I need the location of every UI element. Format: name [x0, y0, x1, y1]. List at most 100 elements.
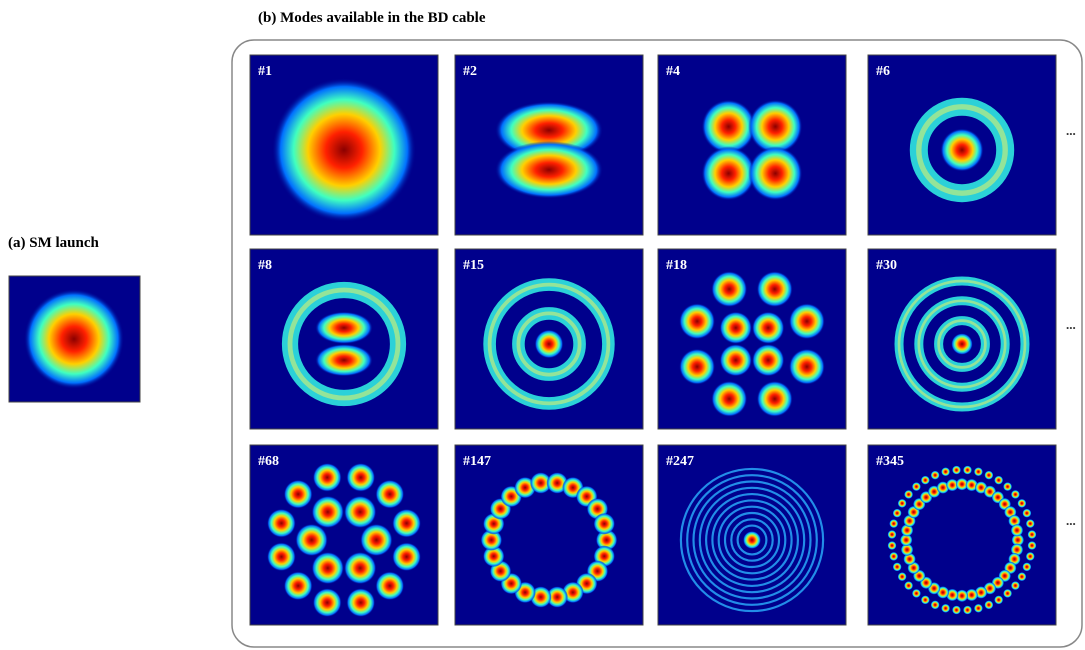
lobe	[748, 146, 802, 200]
lobe	[392, 509, 421, 538]
lobe	[1017, 572, 1026, 581]
mode-label: #147	[463, 454, 491, 469]
lobe	[789, 349, 825, 385]
lobe	[941, 604, 950, 613]
lobe	[748, 100, 802, 154]
lobe	[889, 519, 898, 528]
lobe	[360, 524, 392, 556]
lobe	[312, 496, 344, 528]
lobe	[912, 589, 921, 598]
lobe	[1022, 562, 1031, 571]
lobe	[757, 381, 793, 417]
lobe	[974, 467, 983, 476]
lobe	[711, 271, 747, 307]
lobe	[344, 552, 376, 584]
lobe	[679, 349, 715, 385]
lobe	[312, 552, 344, 584]
sm-launch-spot	[24, 289, 124, 389]
lobe	[392, 542, 421, 571]
lobe	[1011, 581, 1020, 590]
lobe	[1026, 519, 1035, 528]
lobe	[931, 471, 940, 480]
mode-label: #247	[666, 454, 694, 469]
lobe	[1027, 530, 1036, 539]
mode-label: #30	[876, 258, 897, 273]
lobe	[679, 303, 715, 339]
lobe	[1022, 509, 1031, 518]
lobe	[313, 588, 342, 617]
lobe	[888, 530, 897, 539]
lobe	[1027, 541, 1036, 550]
more-modes: ...	[1066, 513, 1076, 528]
mode-label: #68	[258, 454, 279, 469]
lobe	[940, 128, 983, 171]
lobe	[1017, 499, 1026, 508]
lobe	[720, 312, 752, 344]
more-modes: ...	[1066, 123, 1076, 138]
mode-label: #4	[666, 64, 680, 79]
lobe	[284, 571, 313, 600]
lobe	[720, 344, 752, 376]
lobe	[752, 344, 784, 376]
lobe	[963, 466, 972, 475]
lobe	[272, 78, 416, 222]
mode-image	[658, 249, 846, 429]
lobe	[893, 509, 902, 518]
lobe	[535, 330, 564, 359]
lobe	[1026, 552, 1035, 561]
lobe	[267, 509, 296, 538]
lobe	[267, 542, 296, 571]
lobe	[495, 141, 603, 199]
mode-label: #345	[876, 454, 904, 469]
lobe	[1011, 490, 1020, 499]
panel-b-title: (b) Modes available in the BD cable	[258, 10, 486, 26]
mode-label: #6	[876, 64, 890, 79]
lobe	[789, 303, 825, 339]
lobe	[952, 466, 961, 475]
mode-label: #1	[258, 64, 272, 79]
lobe	[284, 480, 313, 509]
lobe	[315, 312, 373, 344]
lobe	[346, 588, 375, 617]
panel-a-label: (a) SM launch	[8, 235, 100, 251]
lobe	[963, 605, 972, 614]
lobe	[743, 531, 761, 549]
mode-image	[658, 55, 846, 235]
lobe	[702, 100, 756, 154]
lobe	[952, 605, 961, 614]
lobe	[593, 513, 615, 535]
lobe	[904, 490, 913, 499]
lobe	[702, 146, 756, 200]
mode-label: #8	[258, 258, 272, 273]
mode-label: #2	[463, 64, 477, 79]
lobe	[898, 499, 907, 508]
mode-label: #18	[666, 258, 687, 273]
lobe	[931, 600, 940, 609]
lobe	[921, 595, 930, 604]
lobe	[711, 381, 747, 417]
lobe	[888, 541, 897, 550]
lobe	[346, 463, 375, 492]
lobe	[941, 467, 950, 476]
lobe	[994, 476, 1003, 485]
more-modes: ...	[1066, 317, 1076, 332]
mode-grid: #1 #2 #4 #6... #8 #15 #18 #30... #68 #147 #247 #345…	[250, 55, 1076, 625]
figure: (a) SM launch (b) Modes available in the…	[0, 0, 1085, 650]
lobe	[375, 480, 404, 509]
lobe	[1011, 524, 1024, 537]
lobe	[1003, 482, 1012, 491]
mode-label: #15	[463, 258, 484, 273]
lobe	[1003, 589, 1012, 598]
lobe	[757, 271, 793, 307]
lobe	[951, 333, 973, 355]
lobe	[984, 600, 993, 609]
lobe	[315, 344, 373, 376]
lobe	[893, 562, 902, 571]
lobe	[344, 496, 376, 528]
lobe	[974, 604, 983, 613]
lobe	[375, 571, 404, 600]
lobe	[984, 471, 993, 480]
lobe	[994, 595, 1003, 604]
lobe	[752, 312, 784, 344]
lobe	[313, 463, 342, 492]
